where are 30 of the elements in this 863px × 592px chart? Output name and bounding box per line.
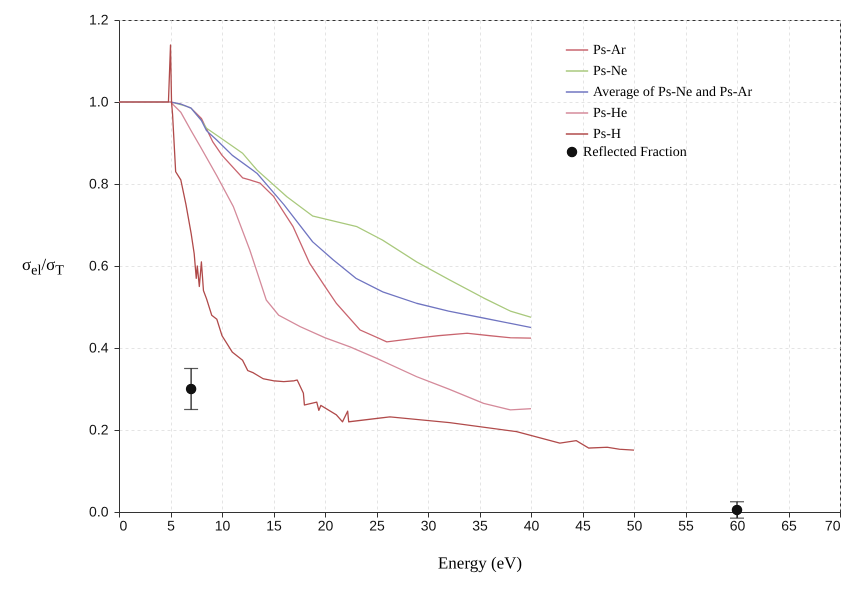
y-tick-label: 0.2 — [89, 422, 109, 438]
x-tick-label: 50 — [626, 518, 642, 534]
y-tick-label: 1.2 — [89, 12, 109, 28]
x-tick-label: 30 — [420, 518, 436, 534]
x-tick-label: 60 — [730, 518, 746, 534]
x-tick-label: 35 — [472, 518, 488, 534]
x-tick-label: 0 — [120, 518, 128, 534]
x-tick-label: 5 — [167, 518, 176, 534]
y-tick-label: 0.8 — [89, 176, 109, 192]
x-tick-label: 25 — [369, 518, 385, 534]
legend-label: Ps-Ne — [593, 64, 628, 79]
y-tick-label: 0.6 — [89, 258, 109, 274]
x-tick-label: 65 — [781, 518, 797, 534]
y-axis-title: σ$_{el}$/σ$_{T}$ — [22, 255, 64, 280]
y-tick-label: 0.0 — [89, 504, 109, 520]
legend-label: Ps-Ar — [593, 43, 626, 58]
legend-label: Average of Ps-Ne and Ps-Ar — [593, 85, 752, 100]
legend-label: Ps-He — [593, 106, 628, 121]
x-tick-label: 45 — [575, 518, 591, 534]
legend-label: Ps-H — [593, 127, 622, 142]
x-tick-label: 70 — [824, 518, 841, 534]
x-tick-label: 15 — [266, 518, 282, 534]
y-tick-label: 0.4 — [89, 340, 109, 356]
x-tick-label: 20 — [318, 518, 334, 534]
y-tick-label: 1.0 — [89, 94, 109, 110]
x-tick-label: 10 — [214, 518, 230, 534]
x-tick-label: 40 — [524, 518, 540, 534]
x-tick-label: 55 — [678, 518, 694, 534]
legend-label: Reflected Fraction — [583, 145, 687, 160]
x-axis-title: Energy (eV) — [438, 554, 522, 572]
